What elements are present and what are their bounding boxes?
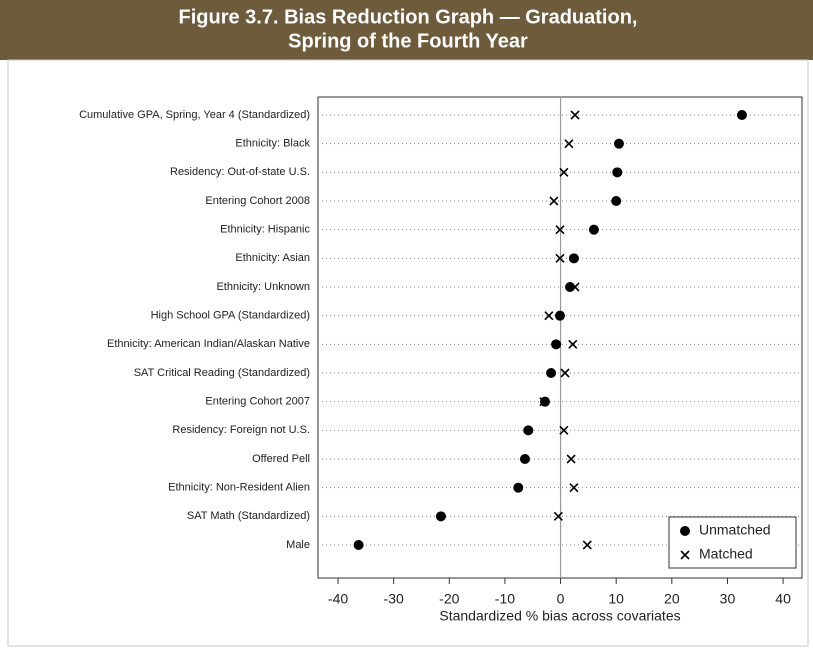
x-tick-label: -20 (439, 591, 459, 607)
point (568, 253, 579, 264)
point (555, 253, 565, 263)
point (555, 225, 565, 235)
point (353, 540, 364, 550)
point (513, 482, 524, 493)
point (568, 339, 578, 349)
header-band (0, 0, 813, 60)
y-tick-label: Offered Pell (252, 453, 310, 465)
x-tick-label: 10 (608, 591, 624, 607)
x-tick-label: -30 (384, 591, 404, 607)
y-tick-label: Cumulative GPA, Spring, Year 4 (Standard… (79, 109, 310, 121)
y-tick-label: Ethnicity: Unknown (216, 281, 310, 293)
point (570, 110, 580, 120)
point (544, 311, 554, 321)
y-tick-label: High School GPA (Standardized) (151, 310, 310, 322)
point (551, 339, 562, 350)
point (549, 196, 559, 206)
legend-label: Unmatched (699, 522, 771, 538)
point (588, 224, 599, 235)
x-tick-label: 0 (557, 591, 565, 607)
point (569, 483, 579, 493)
point (612, 167, 623, 178)
x-tick-label: 40 (775, 591, 791, 607)
point (611, 196, 622, 206)
point (519, 454, 530, 464)
y-tick-label: Ethnicity: Hispanic (220, 224, 310, 236)
x-axis-label: Standardized % bias across covariates (439, 608, 680, 624)
legend-box (668, 516, 797, 569)
point (736, 110, 747, 120)
point (560, 368, 570, 378)
x-tick-label: 30 (720, 591, 736, 607)
y-tick-label: SAT Math (Standardized) (187, 510, 310, 522)
y-tick-label: Male (286, 539, 310, 551)
frame (7, 59, 809, 647)
point (435, 511, 446, 522)
y-tick-label: Residency: Foreign not U.S. (172, 424, 310, 436)
point (564, 139, 574, 149)
point (613, 138, 624, 149)
point (559, 425, 569, 435)
point (523, 425, 534, 436)
point (539, 397, 549, 407)
y-tick-label: Ethnicity: Black (235, 138, 310, 150)
y-tick-label: Ethnicity: Non-Resident Alien (168, 482, 310, 494)
point (582, 540, 592, 550)
point (565, 282, 576, 292)
legend-label: Matched (699, 546, 753, 562)
x-tick-label: -10 (495, 591, 515, 607)
y-tick-label: Entering Cohort 2007 (205, 396, 310, 408)
point (559, 167, 569, 177)
point (570, 282, 580, 292)
y-tick-label: Ethnicity: Asian (235, 252, 310, 264)
x-tick-label: -40 (328, 591, 348, 607)
point (555, 310, 565, 321)
point (566, 454, 576, 464)
point (680, 526, 690, 536)
x-tick-label: 20 (664, 591, 680, 607)
point (546, 368, 557, 378)
y-tick-label: Entering Cohort 2008 (205, 195, 310, 207)
point (680, 550, 690, 560)
chart-title: Figure 3.7. Bias Reduction Graph — Gradu… (179, 6, 638, 28)
y-tick-label: SAT Critical Reading (Standardized) (134, 367, 310, 379)
y-tick-label: Ethnicity: American Indian/Alaskan Nativ… (107, 338, 310, 350)
point (553, 511, 563, 521)
y-tick-label: Residency: Out-of-state U.S. (170, 166, 310, 178)
chart-title: Spring of the Fourth Year (288, 30, 528, 52)
